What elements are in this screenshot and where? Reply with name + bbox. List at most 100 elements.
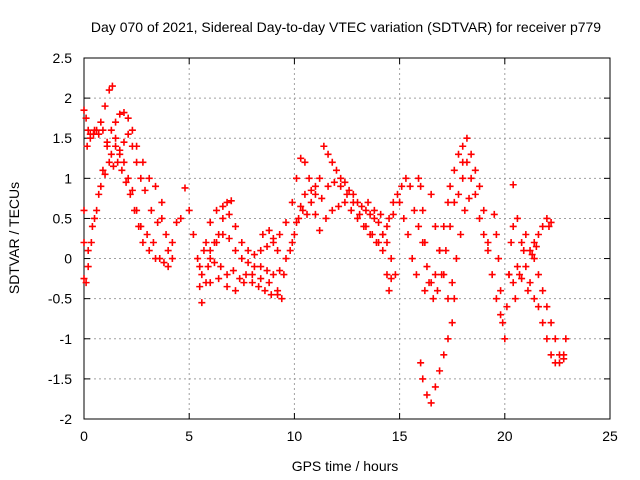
data-point (440, 351, 448, 359)
data-point (238, 239, 246, 247)
data-point (427, 399, 435, 407)
data-point (364, 198, 372, 206)
data-point (511, 295, 519, 303)
data-point (126, 190, 134, 198)
data-point (238, 255, 246, 263)
y-tick-label: 1.5 (53, 130, 73, 146)
y-axis-label: SDTVAR / TECUs (6, 182, 22, 294)
data-point (442, 247, 450, 255)
data-point (556, 359, 564, 367)
data-point (545, 222, 553, 230)
data-point (534, 230, 542, 238)
data-point (534, 303, 542, 311)
data-point (337, 182, 345, 190)
data-point (130, 206, 138, 214)
data-point (328, 158, 336, 166)
data-point (410, 206, 418, 214)
data-point (505, 271, 513, 279)
data-point (419, 375, 427, 383)
data-point (494, 255, 502, 263)
data-point (393, 190, 401, 198)
data-point (391, 271, 399, 279)
data-point (417, 359, 425, 367)
data-point (476, 182, 484, 190)
data-point (206, 255, 214, 263)
data-point (543, 303, 551, 311)
data-point (509, 181, 517, 189)
data-point (543, 214, 551, 222)
y-tick-label: 0 (64, 251, 72, 267)
data-point (185, 206, 193, 214)
data-point (463, 158, 471, 166)
data-point (107, 150, 115, 158)
data-point (97, 182, 105, 190)
data-point (122, 178, 130, 186)
data-point (181, 184, 189, 192)
data-point (231, 287, 239, 295)
data-point (370, 214, 378, 222)
data-point (133, 158, 141, 166)
data-point (83, 142, 91, 150)
data-point (303, 210, 311, 218)
data-point (530, 295, 538, 303)
data-point (210, 259, 218, 267)
data-point (278, 295, 286, 303)
data-point (80, 106, 88, 114)
data-point (242, 271, 250, 279)
data-point (128, 126, 136, 134)
data-point (467, 174, 475, 182)
data-point (455, 190, 463, 198)
data-point (387, 255, 395, 263)
data-point (509, 279, 517, 287)
data-point (288, 239, 296, 247)
data-point (152, 255, 160, 263)
data-point (118, 166, 126, 174)
data-point (507, 239, 515, 247)
data-point (112, 142, 120, 150)
data-point (282, 218, 290, 226)
data-point (316, 174, 324, 182)
data-point (311, 190, 319, 198)
data-point (215, 275, 223, 283)
data-point (448, 279, 456, 287)
data-point (375, 218, 383, 226)
data-point (444, 198, 452, 206)
y-tick-label: 2 (64, 90, 72, 106)
data-point (396, 198, 404, 206)
data-point (231, 247, 239, 255)
data-point (120, 109, 128, 117)
data-point (114, 158, 122, 166)
data-point (446, 182, 454, 190)
data-point (341, 198, 349, 206)
data-point (86, 130, 94, 138)
data-point (450, 295, 458, 303)
data-point (137, 174, 145, 182)
data-point (429, 295, 437, 303)
data-point (244, 259, 252, 267)
data-point (219, 230, 227, 238)
data-point (499, 319, 507, 327)
data-point (200, 247, 208, 255)
data-point (128, 142, 136, 150)
data-point (436, 247, 444, 255)
data-point (244, 247, 252, 255)
data-point (311, 210, 319, 218)
data-point (198, 271, 206, 279)
data-point (299, 206, 307, 214)
data-point (446, 222, 454, 230)
data-point (177, 214, 185, 222)
data-point (189, 230, 197, 238)
data-point (103, 138, 111, 146)
data-point (105, 158, 113, 166)
data-point (229, 267, 237, 275)
data-point (305, 174, 313, 182)
data-point (164, 247, 172, 255)
data-point (471, 190, 479, 198)
data-point (259, 230, 267, 238)
data-point (255, 283, 263, 291)
data-point (223, 198, 231, 206)
data-point (459, 174, 467, 182)
data-point (88, 222, 96, 230)
y-tick-label: 0.5 (53, 210, 73, 226)
data-point (168, 239, 176, 247)
